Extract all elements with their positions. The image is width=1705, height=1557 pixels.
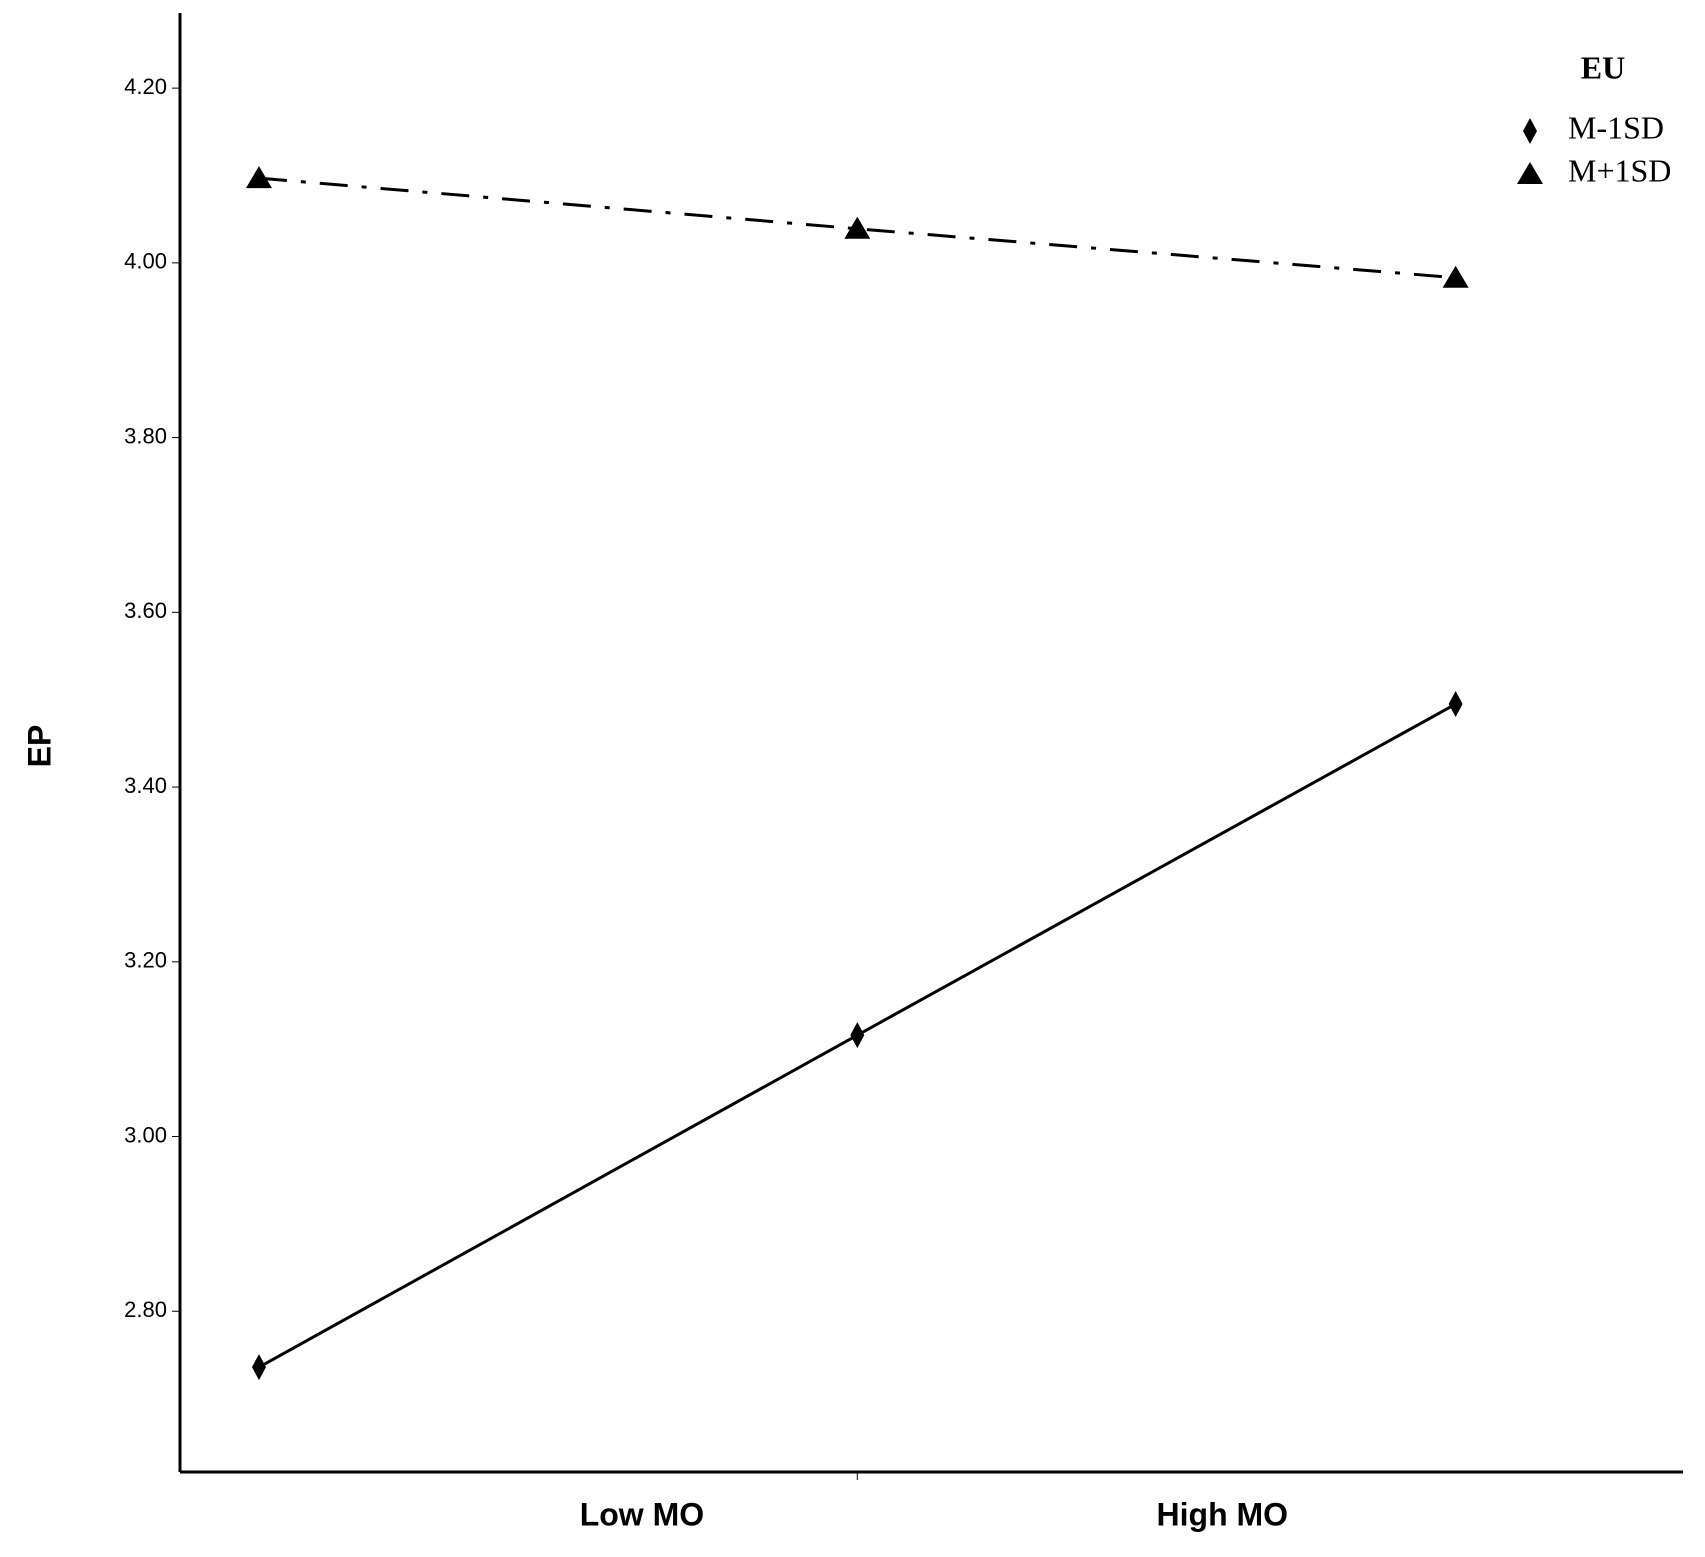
x-tick-label: Low MO [580, 1496, 704, 1532]
y-tick-label: 3.00 [124, 1122, 167, 1147]
legend-title: EU [1581, 49, 1625, 85]
y-tick-label: 4.20 [124, 74, 167, 99]
y-axis-label: EP [21, 725, 57, 768]
legend-label: M-1SD [1568, 109, 1664, 145]
x-tick-label: High MO [1157, 1496, 1289, 1532]
series-line [258, 176, 1456, 280]
y-tick-label: 3.20 [124, 948, 167, 973]
y-tick-label: 3.80 [124, 423, 167, 448]
legend-marker [1523, 118, 1537, 144]
y-tick-label: 4.00 [124, 249, 167, 274]
marker [1448, 691, 1463, 718]
marker [844, 216, 871, 239]
marker [850, 1022, 865, 1049]
legend-marker [1517, 162, 1543, 184]
marker [245, 166, 272, 189]
marker [251, 1354, 266, 1381]
legend-label: M+1SD [1568, 152, 1671, 188]
y-tick-label: 3.40 [124, 773, 167, 798]
marker [1442, 265, 1469, 288]
y-tick-label: 2.80 [124, 1297, 167, 1322]
y-tick-label: 3.60 [124, 598, 167, 623]
